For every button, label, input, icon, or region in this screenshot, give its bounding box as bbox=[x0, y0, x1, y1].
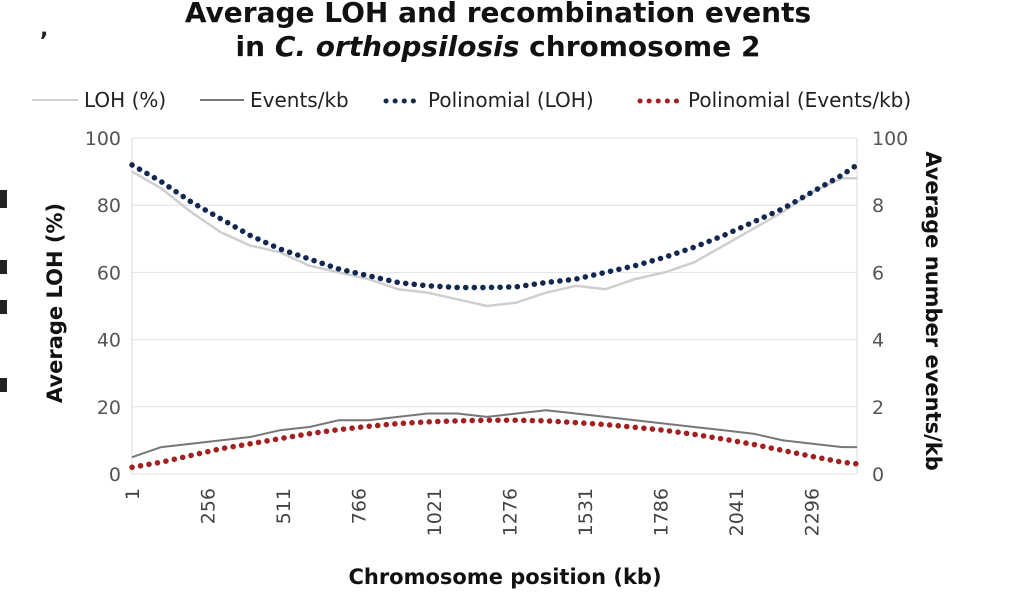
grid bbox=[131, 137, 858, 475]
chart-title-species: C. orthopsilosis bbox=[275, 30, 520, 63]
chart-title-line2: in C. orthopsilosis chromosome 2 bbox=[236, 30, 761, 63]
edge-fragment-1 bbox=[0, 190, 7, 208]
chart-title-prefix: in bbox=[236, 30, 275, 63]
chart-title-line1: Average LOH and recombination events bbox=[185, 0, 811, 29]
x-tick-label: 1786 bbox=[650, 488, 672, 536]
y-left-tick-label: 60 bbox=[97, 262, 121, 284]
y-right-tick-label: 2 bbox=[872, 397, 884, 419]
x-axis: 1 256 511 766 1021 1276 1531 1786 2041 2296 bbox=[122, 488, 823, 536]
series-polinomial-events-kb bbox=[129, 417, 860, 471]
x-tick-label: 1276 bbox=[499, 488, 521, 536]
plot-area bbox=[129, 162, 860, 471]
edge-fragment-2 bbox=[0, 260, 7, 274]
edge-fragment-3 bbox=[0, 300, 7, 314]
legend-label-poly-loh: Polinomial (LOH) bbox=[428, 88, 594, 112]
y-axis-right-title: Average number events/kb bbox=[921, 151, 945, 471]
y-right-tick-label: 100 bbox=[872, 128, 908, 150]
y-right-tick-label: 6 bbox=[872, 262, 884, 284]
chart-title-suffix: chromosome 2 bbox=[519, 30, 760, 63]
legend: LOH (%) Events/kb Polinomial (LOH) Polin… bbox=[32, 88, 911, 112]
y-right-tick-label: 4 bbox=[872, 330, 884, 352]
y-left-tick-label: 0 bbox=[109, 464, 121, 486]
y-right-tick-label: 0 bbox=[872, 464, 884, 486]
y-axis-left-title: Average LOH (%) bbox=[43, 203, 67, 403]
x-tick-label: 1021 bbox=[424, 488, 446, 536]
series-loh bbox=[131, 170, 857, 308]
legend-label-poly-events: Polinomial (Events/kb) bbox=[688, 88, 911, 112]
x-tick-label: 1 bbox=[122, 488, 144, 500]
y-left-tick-label: 100 bbox=[85, 128, 121, 150]
right-axis: 0 2 4 6 8 100 bbox=[872, 128, 908, 486]
x-tick-label: 256 bbox=[197, 488, 219, 524]
series-polinomial-loh bbox=[129, 162, 860, 291]
x-tick-label: 766 bbox=[348, 488, 370, 524]
x-axis-title: Chromosome position (kb) bbox=[348, 565, 661, 589]
y-left-tick-label: 80 bbox=[97, 195, 121, 217]
legend-label-events: Events/kb bbox=[250, 88, 349, 112]
y-right-tick-label: 8 bbox=[872, 195, 884, 217]
edge-fragment-4 bbox=[0, 378, 7, 392]
x-tick-label: 511 bbox=[273, 488, 295, 524]
y-left-tick-label: 20 bbox=[97, 397, 121, 419]
y-left-tick-label: 40 bbox=[97, 330, 121, 352]
edge-fragment-top: , bbox=[40, 17, 48, 42]
x-tick-label: 1531 bbox=[575, 488, 597, 536]
x-tick-label: 2041 bbox=[726, 488, 748, 536]
legend-label-loh: LOH (%) bbox=[84, 88, 166, 112]
series-events-kb bbox=[131, 409, 857, 459]
left-axis: 0 20 40 60 80 100 bbox=[85, 128, 121, 486]
x-tick-label: 2296 bbox=[801, 488, 823, 536]
